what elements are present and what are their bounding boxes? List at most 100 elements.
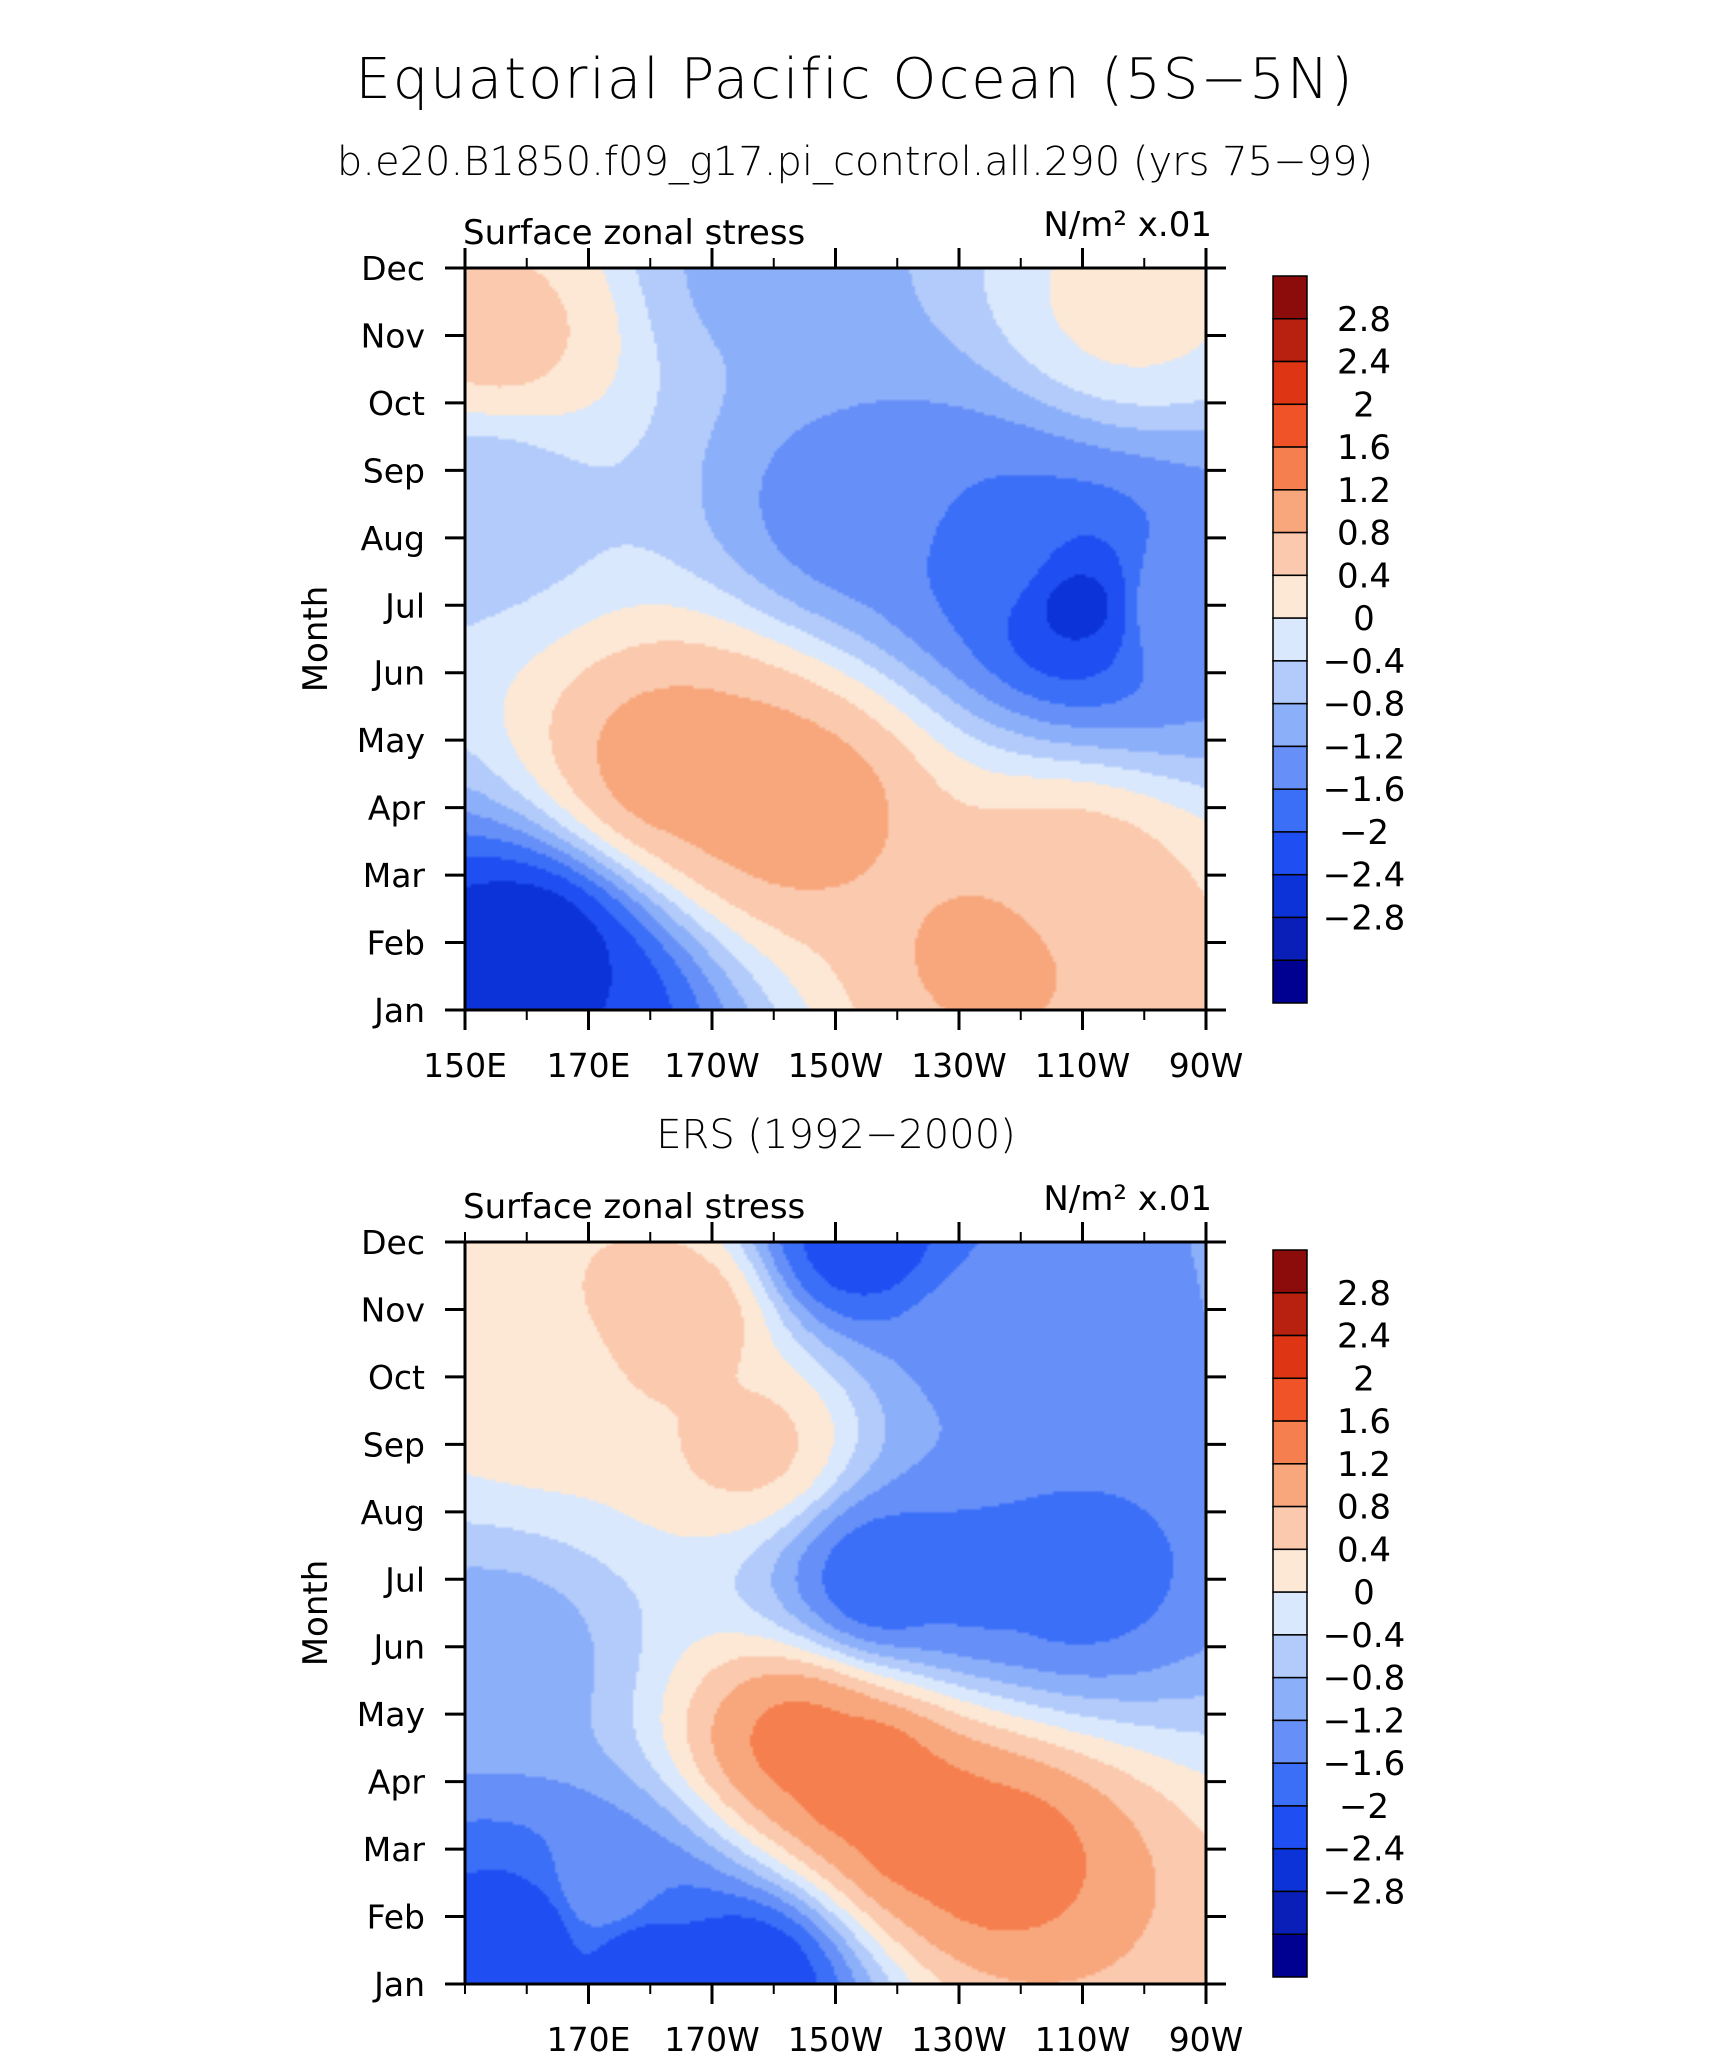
y-tick-label: Sep [363,451,425,490]
colorbar: 2.82.421.61.20.80.40−0.4−0.8−1.2−1.6−2−2… [1272,275,1406,1004]
x-tick-label: 90W [1169,2020,1244,2058]
colorbar-label: 0.8 [1337,1488,1391,1528]
colorbar-label: −1.6 [1323,1744,1406,1784]
y-tick-label: Apr [368,789,426,828]
colorbar-swatch [1272,1334,1308,1380]
colorbar-label: −2.4 [1323,856,1406,896]
y-tick-label: Dec [361,249,425,288]
plot-axes: Jan Feb Mar Apr May Jun Jul Aug Sep Oct Nov Dec 150E… [357,248,1244,1085]
y-tick-label: May [357,1695,425,1734]
colorbar-label: 1.2 [1337,471,1391,511]
colorbar-swatch [1272,531,1308,577]
colorbar-swatch [1272,360,1308,406]
panel-title: ERS (1992−2000) [656,1112,1016,1158]
colorbar-label: 1.6 [1337,1402,1391,1442]
colorbar-swatch [1272,1933,1308,1978]
colorbar-swatch [1272,1249,1308,1294]
x-tick-label: 110W [1035,1046,1131,1085]
colorbar-label: 1.6 [1337,428,1391,468]
x-tick-label: 110W [1035,2020,1131,2058]
colorbar-swatch [1272,1719,1308,1764]
colorbar-label: 2.8 [1337,300,1391,340]
colorbar-label: −2.8 [1323,898,1406,938]
colorbar-swatch [1272,275,1308,320]
colorbar-label: −0.8 [1323,685,1406,725]
y-tick-label: Aug [361,1493,425,1532]
y-tick-label: Jan [372,991,425,1030]
colorbar-label: 0.8 [1337,514,1391,554]
y-tick-label: Jan [372,1965,425,2004]
panel-left-label: Surface zonal stress [463,1187,805,1227]
x-tick-label: 170W [664,1046,760,1085]
colorbar-swatch [1272,446,1308,491]
y-tick-label: Nov [361,1290,425,1329]
heatmap-field [465,1242,1206,1984]
x-tick-label: 150W [788,2020,884,2058]
colorbar-label: −0.4 [1323,1616,1406,1656]
colorbar-swatch [1272,1505,1308,1551]
y-tick-label: Jun [371,654,425,693]
colorbar-label: −2 [1339,1787,1389,1827]
y-tick-label: Mar [363,856,426,895]
y-tick-label: Jul [383,1560,425,1599]
y-tick-label: Oct [368,1358,425,1397]
colorbar-swatch [1272,959,1308,1004]
y-tick-label: Nov [361,316,425,355]
y-tick-label: Aug [361,519,425,558]
colorbar-swatch [1272,1591,1308,1636]
x-tick-label: 90W [1169,1046,1244,1085]
colorbar-label: 1.2 [1337,1445,1391,1485]
colorbar-label: 2 [1353,385,1375,425]
colorbar-swatch [1272,873,1308,919]
colorbar-swatch [1272,1847,1308,1893]
colorbar-swatch [1272,1634,1308,1679]
y-tick-label: Sep [363,1425,425,1464]
x-tick-label: 130W [911,2020,1007,2058]
colorbar-swatch [1272,1676,1308,1722]
y-tick-label: Apr [368,1763,426,1802]
colorbar-label: 0.4 [1337,556,1391,596]
x-tick-label: 170E [547,2020,631,2058]
colorbar-swatch [1272,1420,1308,1465]
y-axis-label: Month [296,1560,336,1667]
colorbar-label: 2.4 [1337,343,1391,383]
colorbar-swatch [1272,1548,1308,1593]
colorbar-swatch [1272,617,1308,662]
x-tick-label: 150E [423,1046,507,1085]
colorbar-label: 2 [1353,1359,1375,1399]
x-tick-label: 170E [547,1046,631,1085]
colorbar-label: 0 [1353,1573,1375,1613]
colorbar-label: 0.4 [1337,1530,1391,1570]
y-tick-label: Feb [367,1898,425,1937]
colorbar-label: −2 [1339,813,1389,853]
colorbar-label: 2.8 [1337,1274,1391,1314]
colorbar-swatch [1272,745,1308,790]
panel-bottom: ERS (1992−2000) Surface zonal stress N/m… [296,1112,1405,2058]
colorbar-swatch [1272,489,1308,534]
colorbar-label: −0.4 [1323,642,1406,682]
colorbar-swatch [1272,788,1308,833]
y-tick-label: Feb [367,924,425,963]
panel-units-label: N/m² x.01 [1043,205,1212,245]
panel-top: Surface zonal stress N/m² x.01 Month Jan… [296,205,1405,1085]
x-tick-label: 150W [788,1046,884,1085]
x-tick-label: 130W [911,1046,1007,1085]
colorbar-swatch [1272,831,1308,876]
colorbar-swatch [1272,1377,1308,1422]
panel-left-label: Surface zonal stress [463,213,805,253]
colorbar-swatch [1272,1805,1308,1850]
x-tick-label: 170W [664,2020,760,2058]
colorbar-swatch [1272,1890,1308,1935]
colorbar-swatch [1272,318,1308,363]
heatmap-field [465,268,1206,1010]
colorbar-swatch [1272,403,1308,448]
panel-units-label: N/m² x.01 [1043,1179,1212,1219]
y-tick-label: Dec [361,1223,425,1262]
y-tick-label: Jul [383,586,425,625]
colorbar-label: 0 [1353,599,1375,639]
colorbar-label: −1.2 [1323,727,1406,767]
colorbar-label: −0.8 [1323,1659,1406,1699]
colorbar-label: −2.8 [1323,1872,1406,1912]
y-tick-label: May [357,721,425,760]
